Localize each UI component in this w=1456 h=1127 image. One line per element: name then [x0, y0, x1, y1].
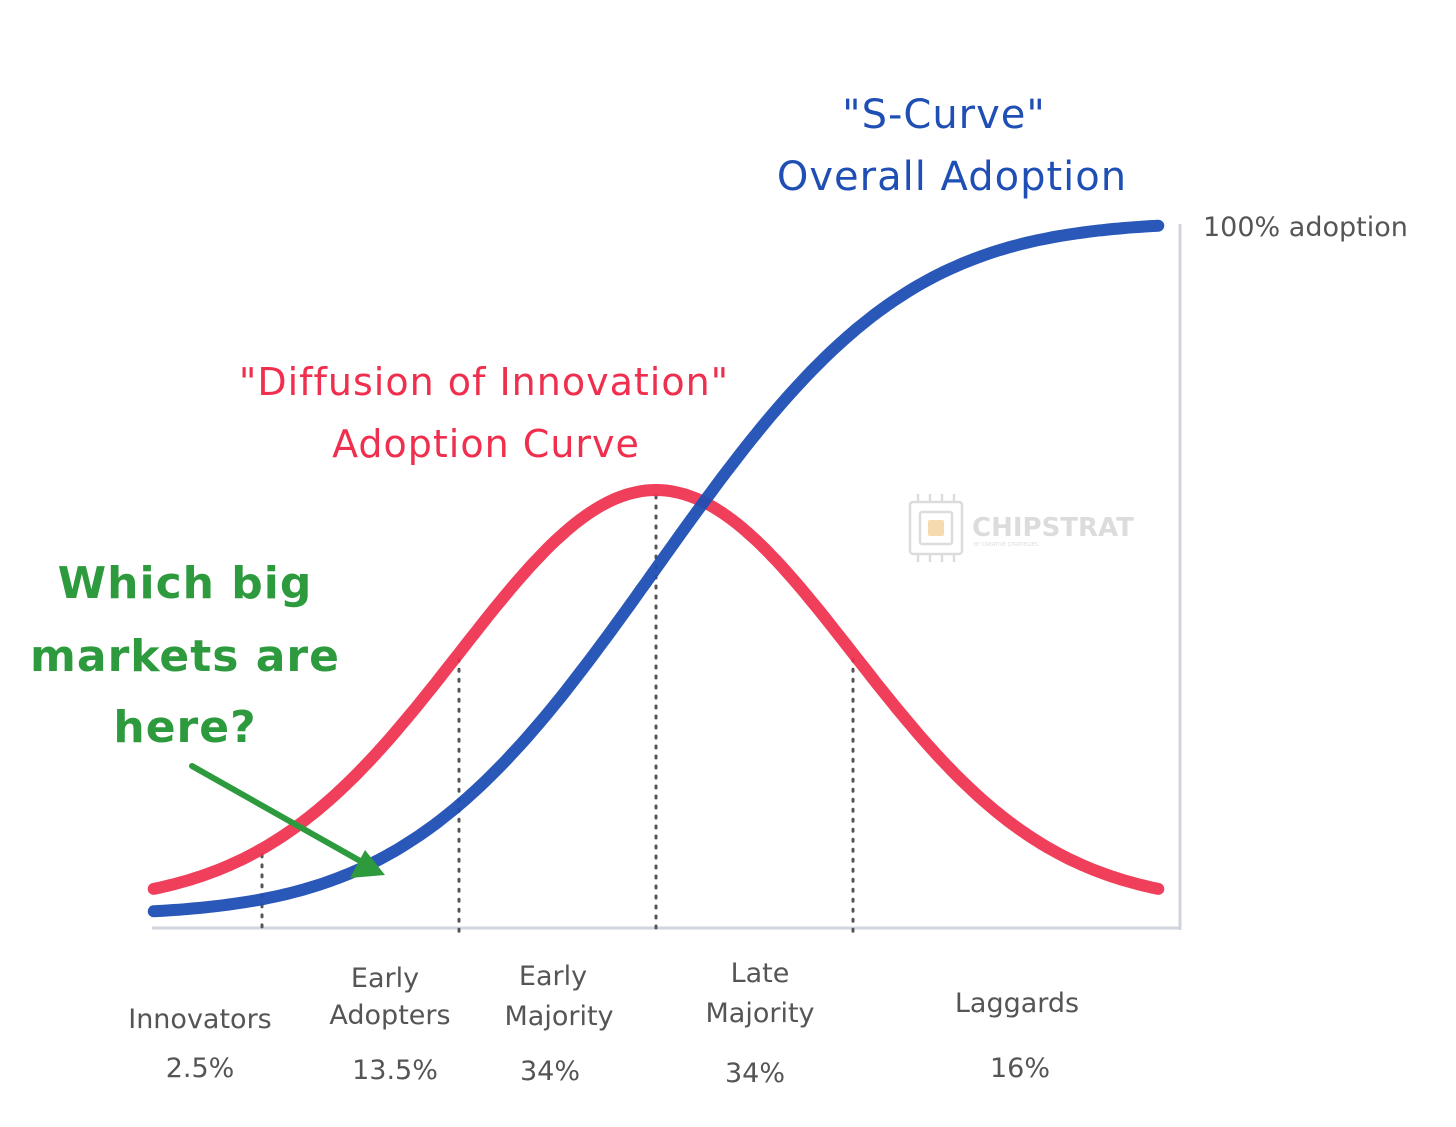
question-line3: here? [113, 702, 256, 753]
watermark-tagline: BY CREATIVE STRATEGIES [974, 542, 1038, 548]
max-adoption-label: 100% adoption [1203, 212, 1408, 243]
segment-share-late-majority: 34% [725, 1058, 785, 1089]
bell-title-line2: Adoption Curve [332, 422, 640, 466]
green-arrow-icon [189, 763, 385, 878]
segment-label-laggards: Laggards [955, 988, 1079, 1019]
segment-label-early-majority-line2: Majority [504, 1001, 613, 1032]
segment-label-early-majority-line1: Early [519, 961, 587, 992]
s-curve-line [147, 219, 1165, 918]
segment-share-early-adopters: 13.5% [352, 1055, 438, 1086]
segment-labels: Innovators 2.5% Early Adopters 13.5% Ear… [128, 958, 1079, 1089]
question-line2: markets are [30, 631, 340, 682]
segment-label-early-adopters-line1: Early [351, 963, 419, 994]
scurve-title-line2: Overall Adoption [777, 154, 1127, 200]
segment-share-early-majority: 34% [520, 1056, 580, 1087]
question-line1: Which big [58, 558, 313, 609]
segment-share-laggards: 16% [990, 1053, 1050, 1084]
segment-label-innovators: Innovators [128, 1004, 272, 1035]
segment-share-innovators: 2.5% [166, 1053, 235, 1084]
watermark-name: CHIPSTRAT [972, 513, 1134, 543]
chip-icon [908, 494, 964, 562]
segment-label-late-majority-line1: Late [731, 958, 790, 989]
segment-label-early-adopters-line2: Adopters [329, 1000, 450, 1031]
segment-label-late-majority-line2: Majority [705, 998, 814, 1029]
bell-curve-line [147, 484, 1165, 895]
scurve-title-line1: "S-Curve" [842, 92, 1046, 138]
chipstrat-watermark: CHIPSTRAT BY CREATIVE STRATEGIES [908, 494, 1134, 562]
bell-title-line1: "Diffusion of Innovation" [239, 360, 729, 404]
